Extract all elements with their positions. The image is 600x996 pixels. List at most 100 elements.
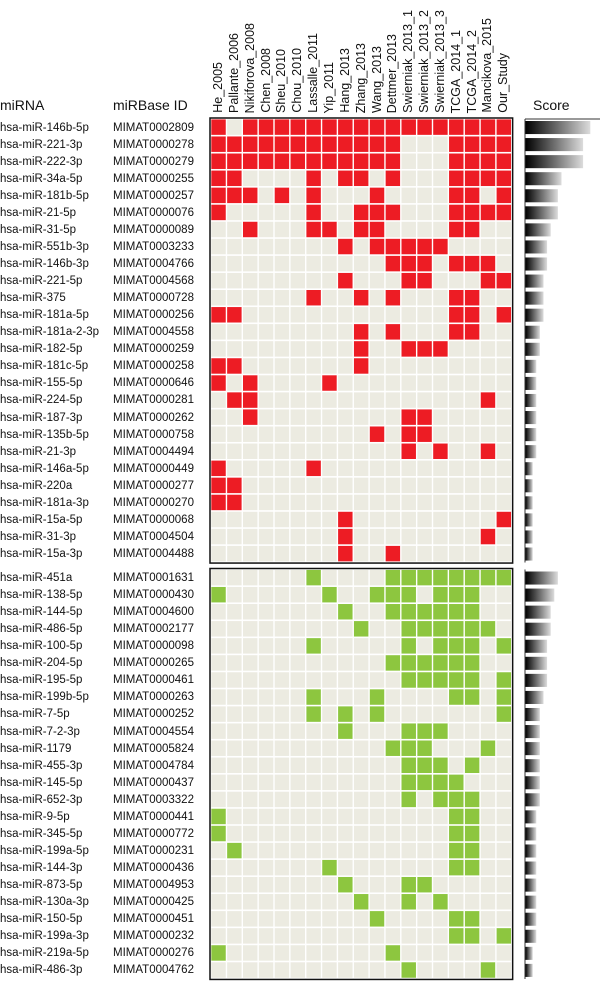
heatmap-cell (306, 119, 321, 135)
mirna-label: hsa-miR-155-5p (0, 377, 83, 390)
mirna-label: hsa-miR-224-5p (0, 394, 83, 407)
heatmap-cell (401, 358, 416, 374)
heatmap-cell (353, 307, 369, 323)
heatmap-cell (369, 962, 385, 978)
mirna-label: hsa-miR-146b-5p (0, 121, 89, 134)
heatmap-cell (449, 689, 464, 705)
heatmap-cell (258, 170, 274, 187)
heatmap-cell (338, 477, 353, 494)
heatmap-cell (449, 723, 464, 739)
heatmap-cell (464, 272, 480, 289)
heatmap-cell (290, 375, 305, 391)
heatmap-cell (306, 621, 321, 637)
heatmap-cell (211, 655, 226, 671)
heatmap-cell (258, 272, 274, 289)
heatmap-cell (417, 859, 432, 876)
heatmap-cell (417, 911, 432, 927)
heatmap-cell (417, 757, 432, 774)
heatmap-cell (449, 307, 464, 323)
heatmap-cell (306, 894, 321, 910)
heatmap-cell (369, 638, 385, 654)
heatmap-cell (496, 358, 512, 374)
heatmap-cell (369, 221, 385, 238)
heatmap-cell (274, 426, 290, 442)
heatmap-cell (385, 842, 401, 859)
heatmap-cell (417, 586, 432, 603)
heatmap-cell (338, 153, 353, 169)
heatmap-cell (243, 945, 258, 961)
heatmap-cell (417, 962, 432, 978)
heatmap-cell (464, 409, 480, 425)
heatmap-cell (369, 255, 385, 272)
mirna-label: hsa-miR-31-3p (0, 530, 77, 543)
heatmap-cell (338, 136, 353, 152)
heatmap-cell (290, 825, 305, 842)
heatmap-cell (274, 153, 290, 169)
mirbase-id-label: MIMAT0002809 (113, 121, 194, 134)
heatmap-cell (433, 409, 448, 425)
mirbase-id-label: MIMAT0004504 (113, 530, 194, 543)
heatmap-cell (290, 238, 305, 255)
heatmap-cell (449, 187, 464, 204)
heatmap-cell (322, 672, 337, 688)
score-bar (525, 257, 548, 271)
heatmap-cell (227, 119, 242, 135)
mirbase-id-label: MIMAT0000430 (113, 589, 194, 602)
heatmap-cell (417, 255, 432, 272)
heatmap-cell (480, 426, 496, 442)
heatmap-cell (401, 511, 416, 528)
heatmap-cell (338, 545, 353, 562)
heatmap-cell (243, 808, 258, 825)
heatmap-cell (322, 757, 337, 774)
heatmap-cell (369, 409, 385, 425)
heatmap-cell (211, 621, 226, 637)
heatmap-cell (258, 928, 274, 944)
heatmap-cell (258, 876, 274, 893)
score-bar (525, 861, 537, 875)
heatmap-cell (433, 460, 448, 477)
mirbase-id-label: MIMAT0000068 (113, 513, 194, 526)
mirna-label: hsa-miR-220a (0, 479, 73, 492)
heatmap-cell (322, 545, 337, 562)
heatmap-cell (243, 723, 258, 739)
heatmap-cell (496, 825, 512, 842)
heatmap-cell (322, 689, 337, 705)
heatmap-cell (449, 586, 464, 603)
heatmap-cell (338, 723, 353, 739)
heatmap-cell (464, 911, 480, 927)
heatmap-cell (290, 255, 305, 272)
heatmap-cell (211, 255, 226, 272)
heatmap-cell (417, 460, 432, 477)
heatmap-cell (306, 426, 321, 442)
mirbase-id-label: MIMAT0000098 (113, 640, 194, 653)
heatmap-cell (401, 290, 416, 306)
heatmap-cell (306, 136, 321, 152)
heatmap-cell (290, 341, 305, 357)
heatmap-cell (258, 842, 274, 859)
heatmap-cell (417, 392, 432, 408)
heatmap-cell (496, 426, 512, 442)
heatmap-cell (290, 774, 305, 791)
heatmap-cell (290, 928, 305, 944)
heatmap-cell (211, 586, 226, 603)
heatmap-cell (417, 791, 432, 808)
heatmap-cell (290, 221, 305, 238)
heatmap-cell (338, 358, 353, 374)
heatmap-cell (433, 545, 448, 562)
heatmap-cell (227, 238, 242, 255)
heatmap-cell (211, 569, 226, 586)
heatmap-cell (464, 324, 480, 340)
heatmap-cell (227, 460, 242, 477)
heatmap-cell (417, 774, 432, 791)
heatmap-cell (464, 494, 480, 511)
heatmap-cell (480, 757, 496, 774)
heatmap-cell (338, 221, 353, 238)
heatmap-cell (290, 569, 305, 586)
heatmap-cell (306, 842, 321, 859)
heatmap-cell (290, 119, 305, 135)
heatmap-cell (338, 409, 353, 425)
heatmap-cell (496, 221, 512, 238)
heatmap-cell (211, 723, 226, 739)
heatmap-cell (496, 757, 512, 774)
mirna-label: hsa-miR-1179 (0, 742, 72, 755)
